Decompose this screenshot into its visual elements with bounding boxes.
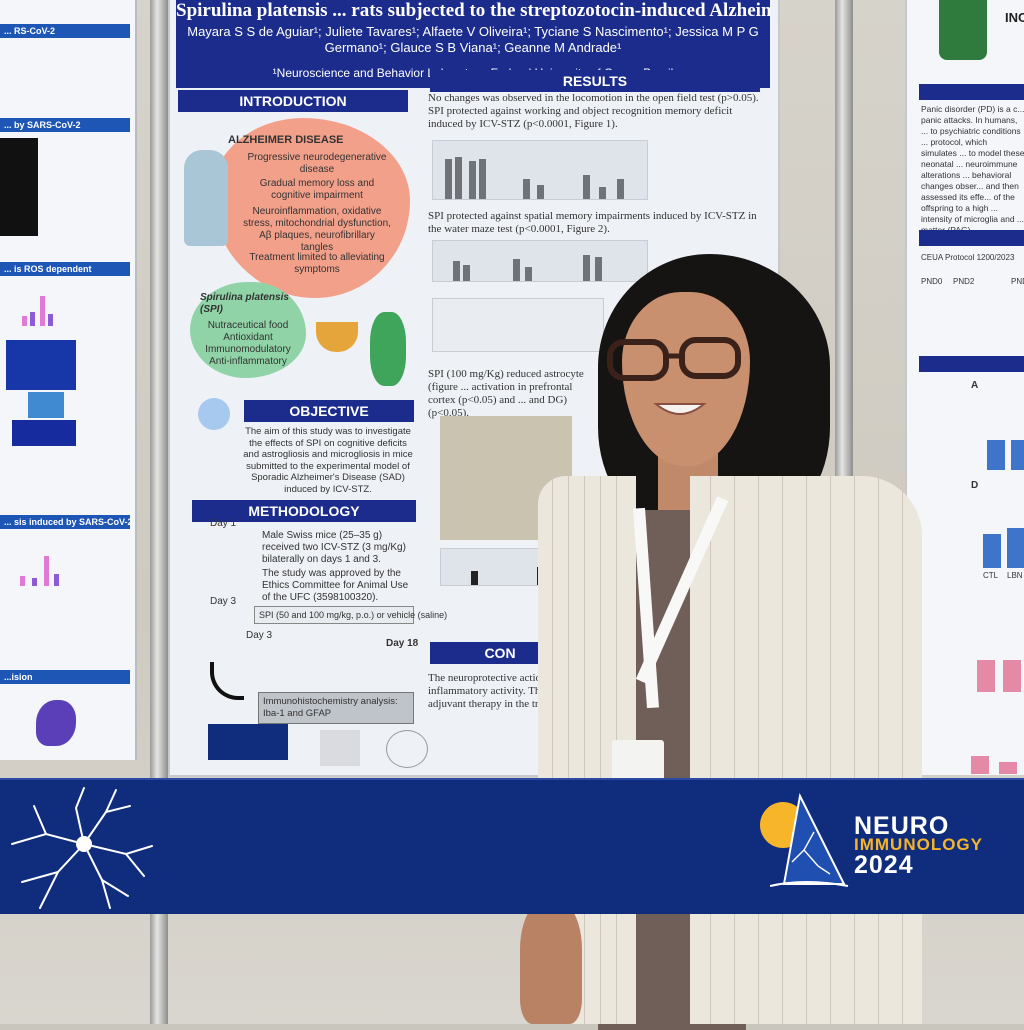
- section-results: RESULTS: [430, 70, 760, 92]
- poster-right-band-1: [919, 84, 1024, 100]
- immuno-label: Immunohistochemistry analysis: Iba-1 and…: [263, 696, 398, 719]
- poster-left-band-3: ... is ROS dependent: [0, 262, 130, 276]
- spirulina-item-3: Immunomodulatory: [205, 344, 291, 355]
- alzheimer-item-1: Progressive neurodegenerative disease: [247, 152, 387, 175]
- poster-left-band-5: ...ision: [0, 670, 130, 684]
- poster-right-label-pnd: PND: [1011, 277, 1024, 286]
- poster-right-band-2: [919, 230, 1024, 246]
- arrow-down-icon: [210, 662, 244, 700]
- poster-right-bar-pink-4: [999, 762, 1017, 774]
- poster-authors: Mayara S S de Aguiar¹; Juliete Tavares¹;…: [187, 24, 759, 55]
- poster-right-label-pnd2: PND2: [953, 277, 975, 286]
- poster-right-chart-label-a: A: [971, 380, 979, 391]
- methodology-day3: Day 3: [210, 596, 237, 607]
- poster-right-bar-pink-1: [977, 660, 995, 692]
- poster-title: Spirulina platensis ... rats subjected t…: [176, 0, 770, 21]
- spirulina-item-2: Antioxidant: [223, 332, 273, 343]
- university-crest-icon: [939, 0, 987, 60]
- conclusion-text: The neuroprotective action of ... inflam…: [428, 672, 574, 710]
- event-name-line-2: IMMUNOLOGY: [854, 835, 983, 854]
- poster-left-microscopy-small: [28, 392, 64, 418]
- poster-right-protocol: CEUA Protocol 1200/2023: [921, 253, 1015, 262]
- poster-left-bar-chart-1: [14, 290, 58, 326]
- poster-right-bar-lbn-2: [1007, 528, 1024, 568]
- methodology-day18: Day 18: [386, 638, 419, 649]
- poster-right-bar-ctl-1: [987, 440, 1005, 470]
- person-hand: [520, 900, 582, 1024]
- alzheimer-disease-blob: [212, 118, 410, 298]
- treatment-label: SPI (50 and 100 mg/kg, p.o.) or vehicle …: [259, 610, 448, 620]
- poster-left: ... RS-CoV-2 ... by SARS-CoV-2 ... is RO…: [0, 0, 137, 760]
- event-year: 2024: [854, 851, 914, 879]
- event-logo-sail-icon: [769, 792, 849, 887]
- poster-right-label-ctl: CTL: [983, 571, 999, 580]
- poster-left-bar-chart-2: [14, 540, 64, 586]
- event-banner-top-edge: [0, 778, 1024, 780]
- poster-right-label-lbn: LBN: [1007, 571, 1023, 580]
- methodology-item-2: The study was approved by the Ethics Com…: [262, 568, 409, 603]
- spirulina-item-1: Nutraceutical food: [207, 320, 289, 331]
- person-smile: [653, 403, 707, 415]
- objective-text: The aim of this study was to investigate…: [243, 426, 413, 495]
- spirulina-item-4: Anti-inflammatory: [209, 356, 287, 367]
- section-conclusion: CON: [430, 642, 570, 664]
- spirulina-blob: [190, 282, 306, 378]
- methodology-day1: Day 1: [210, 518, 237, 529]
- poster-right-intro: Panic disorder (PD) is a c... panic atta…: [921, 104, 1024, 235]
- results-paragraph-2: SPI protected against spatial memory imp…: [428, 210, 757, 235]
- lightbulb-icon: [198, 398, 230, 430]
- poster-right-band-3: [919, 356, 1024, 372]
- poster-left-microscopy-grid: [6, 340, 76, 390]
- poster-left-band-4: ... sis induced by SARS-CoV-2: [0, 515, 130, 529]
- alzheimer-item-2: Gradual memory loss and cognitive impair…: [259, 178, 375, 201]
- alzheimer-item-4: Treatment limited to alleviating symptom…: [249, 252, 385, 275]
- poster-right-bar-pink-3: [971, 756, 989, 774]
- poster-stand-pole-left: [150, 0, 168, 1024]
- poster-event-logo: [208, 724, 288, 760]
- name-badge: [612, 740, 664, 780]
- section-introduction: INTRODUCTION: [178, 90, 408, 112]
- section-objective: OBJECTIVE: [244, 400, 414, 422]
- results-paragraph-1: No changes was observed in the locomotio…: [428, 92, 759, 130]
- eyeglasses: [607, 337, 741, 381]
- spirulina-bowl-illustration: [316, 322, 358, 352]
- university-logo: [320, 730, 360, 766]
- spirulina-heading: Spirulina platensis (SPI): [200, 292, 289, 315]
- poster-right-heading: INC: [1005, 10, 1024, 25]
- poster-right-label-pnd0: PND0: [921, 277, 943, 286]
- poster-right-bar-lbn-1: [1011, 440, 1024, 470]
- figure-2-bar-charts: [432, 240, 648, 282]
- poster-right-bar-ctl-2: [983, 534, 1001, 568]
- event-banner: [0, 778, 1024, 914]
- poster-left-illustration: [36, 700, 76, 746]
- alzheimer-item-3: Neuroinflammation, oxidative stress, mit…: [243, 206, 391, 253]
- methodology-item-1: Male Swiss mice (25–35 g) received two I…: [262, 530, 406, 565]
- event-name-line-1: NEURO: [854, 812, 950, 840]
- neuron-icon: [11, 787, 153, 909]
- section-methodology: METHODOLOGY: [192, 500, 416, 522]
- poster-right-chart-label-d: D: [971, 480, 979, 491]
- elderly-figure-illustration: [184, 150, 228, 246]
- figure-1-bar-charts: [432, 140, 648, 200]
- poster-left-band-1: ... RS-CoV-2: [0, 24, 130, 38]
- results-paragraph-3: SPI (100 mg/Kg) reduced astrocyte (figur…: [428, 368, 584, 419]
- seaweed-illustration: [370, 312, 406, 386]
- methodology-day3-b: Day 3: [246, 630, 273, 641]
- poster-left-band-2: ... by SARS-CoV-2: [0, 118, 130, 132]
- water-maze-track-images: [432, 298, 604, 352]
- poster-right: INC Panic disorder (PD) is a c... panic …: [905, 0, 1024, 775]
- poster-left-microscopy-strip: [12, 420, 76, 446]
- poster-left-fluorescence-image: [0, 138, 38, 236]
- brain-logo: [386, 730, 428, 768]
- person-blazer-right: [690, 476, 922, 1024]
- treatment-box: SPI (50 and 100 mg/kg, p.o.) or vehicle …: [254, 606, 447, 624]
- immuno-box: Immunohistochemistry analysis: Iba-1 and…: [258, 692, 414, 724]
- alzheimer-heading: ALZHEIMER DISEASE: [228, 134, 344, 146]
- poster-right-bar-pink-2: [1003, 660, 1021, 692]
